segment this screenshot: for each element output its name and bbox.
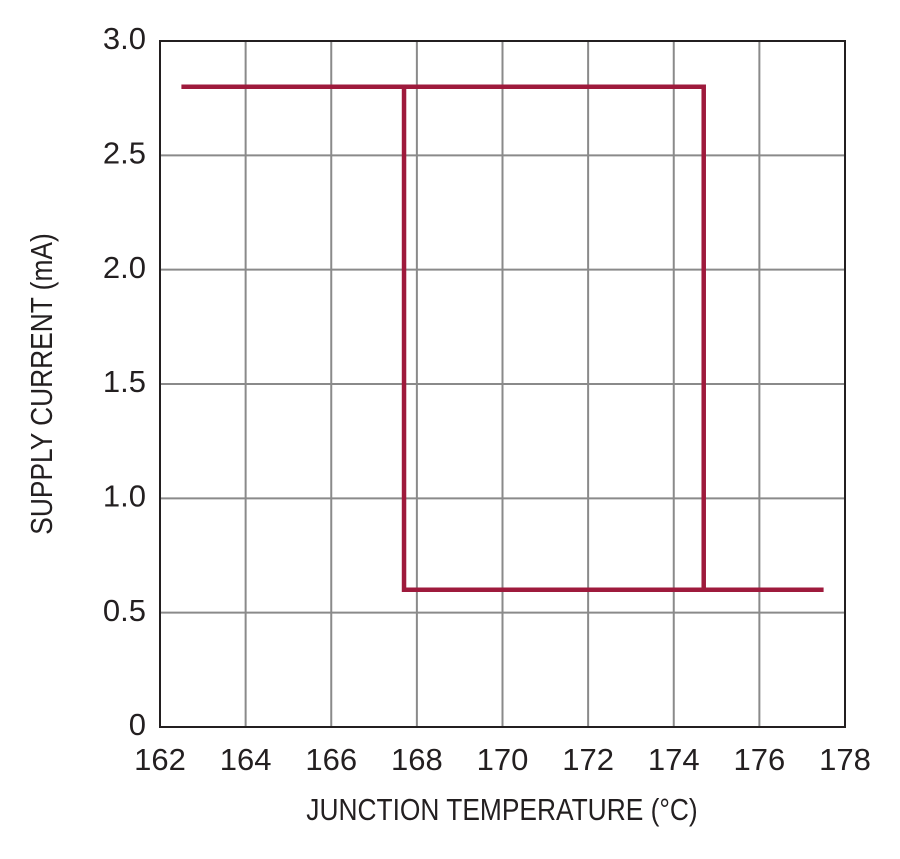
y-tick-label: 2.0 <box>103 250 146 285</box>
y-tick-label: 0.5 <box>103 593 146 628</box>
x-tick-label: 162 <box>134 742 186 777</box>
x-tick-label: 174 <box>648 742 700 777</box>
y-tick-label: 0 <box>129 707 146 742</box>
data-line <box>181 84 824 593</box>
x-tick-label: 168 <box>391 742 443 777</box>
y-axis-label: SUPPLY CURRENT (mA) <box>25 233 59 534</box>
x-tick-label: 164 <box>220 742 272 777</box>
y-tick-label: 1.0 <box>103 479 146 514</box>
x-tick-label: 178 <box>819 742 871 777</box>
y-tick-label: 2.5 <box>103 136 146 171</box>
x-tick-label: 176 <box>734 742 786 777</box>
plot-frame <box>159 40 846 728</box>
y-tick-label: 1.5 <box>103 364 146 399</box>
x-tick-label: 172 <box>562 742 614 777</box>
y-tick-label: 3.0 <box>103 21 146 56</box>
x-tick-label: 166 <box>305 742 357 777</box>
x-axis-label: JUNCTION TEMPERATURE (°C) <box>306 793 697 827</box>
x-tick-label: 170 <box>477 742 529 777</box>
